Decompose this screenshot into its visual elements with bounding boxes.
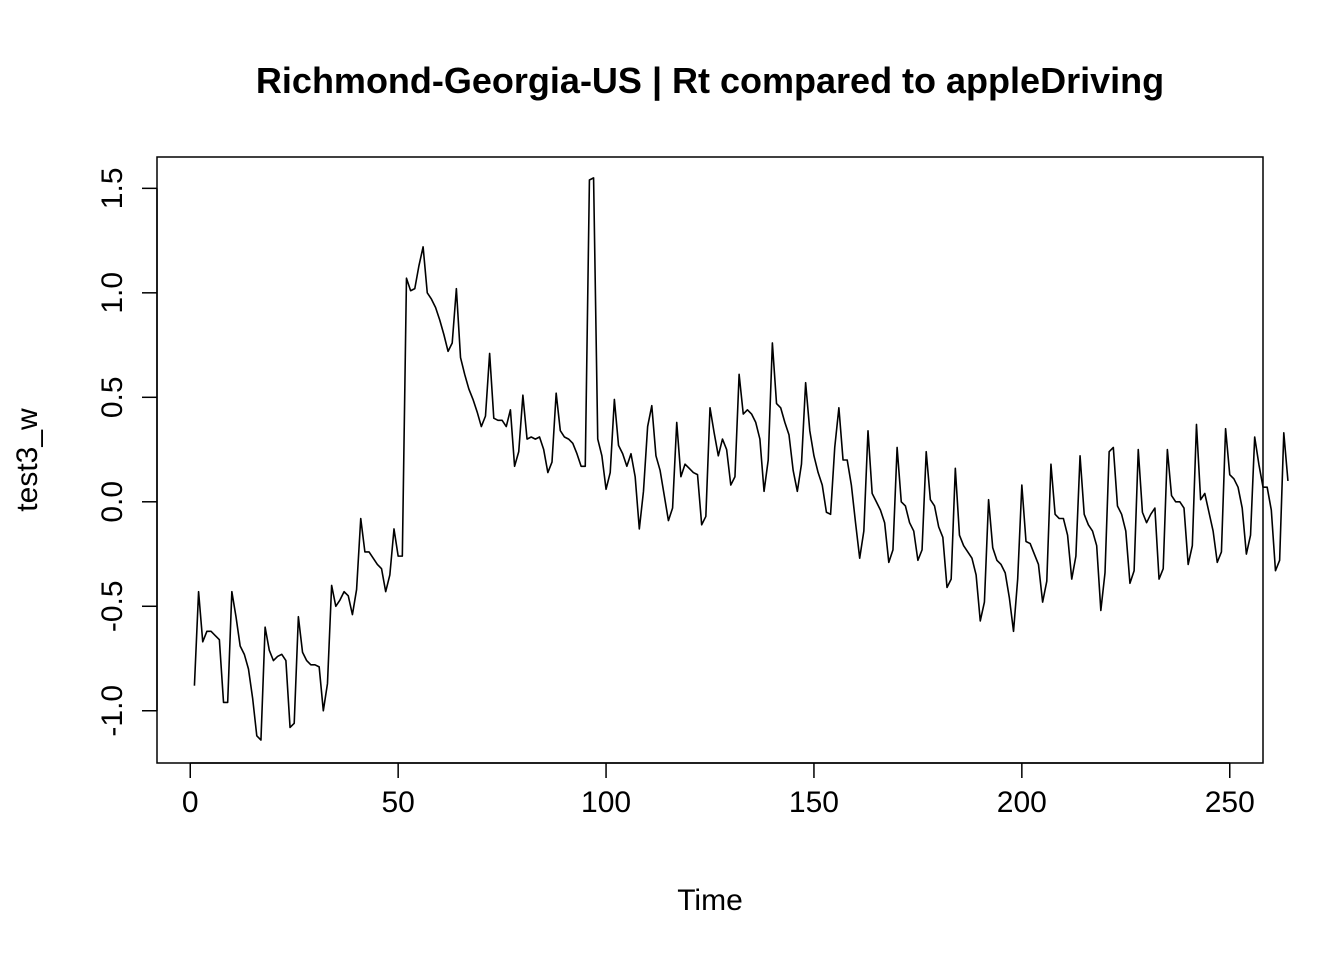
y-tick-label: -1.0 — [96, 685, 129, 737]
x-tick-label: 50 — [381, 786, 414, 819]
series-line-test3-w — [193, 177, 1289, 741]
y-tick-label: 0.0 — [96, 481, 129, 523]
x-tick-label: 100 — [581, 786, 631, 819]
x-tick-label: 250 — [1205, 786, 1255, 819]
y-tick-label: 1.0 — [96, 272, 129, 314]
y-axis: -1.0 -0.5 0.0 0.5 1.0 1.5 — [96, 167, 158, 737]
x-axis-label: Time — [677, 884, 743, 917]
plot-frame — [156, 156, 1264, 764]
x-tick-label: 150 — [789, 786, 839, 819]
x-tick-label: 0 — [182, 786, 199, 819]
y-axis-label: test3_w — [11, 408, 44, 512]
x-axis: 0 50 100 150 200 250 — [182, 762, 1255, 819]
y-tick-label: -0.5 — [96, 580, 129, 632]
y-tick-label: 0.5 — [96, 376, 129, 418]
chart-title: Richmond-Georgia-US | Rt compared to app… — [256, 60, 1164, 102]
x-tick-label: 200 — [997, 786, 1047, 819]
y-tick-label: 1.5 — [96, 167, 129, 209]
